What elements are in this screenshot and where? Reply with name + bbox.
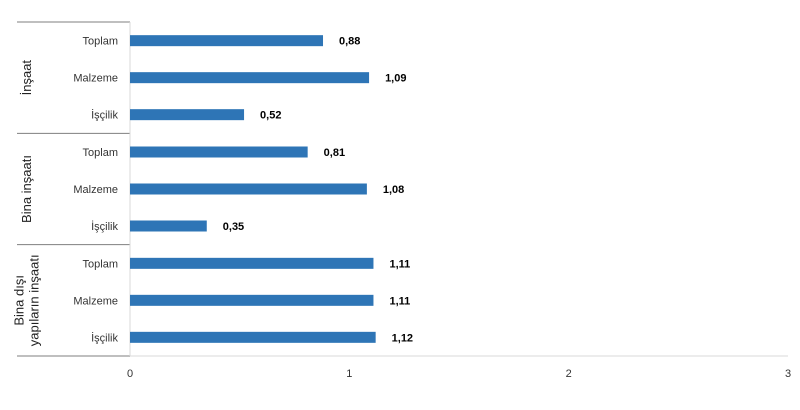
category-label: Malzeme xyxy=(73,295,118,307)
data-label: 1,09 xyxy=(385,73,406,85)
bar xyxy=(130,146,308,158)
data-label: 1,11 xyxy=(389,295,410,307)
category-label: İşçilik xyxy=(91,109,118,122)
category-label: İşçilik xyxy=(91,331,118,344)
bar xyxy=(130,220,207,232)
bar xyxy=(130,35,324,47)
group-label: İnşaat xyxy=(19,60,34,96)
category-label: Toplam xyxy=(83,36,118,48)
bar xyxy=(130,72,370,84)
group-label: Bina dışıyapıların inşaatı xyxy=(12,254,42,346)
bar xyxy=(130,257,374,269)
x-tick-label: 2 xyxy=(566,368,572,380)
data-label: 0,88 xyxy=(339,36,360,48)
x-tick-label: 3 xyxy=(785,368,791,380)
bar xyxy=(130,331,376,343)
data-label: 1,11 xyxy=(389,258,410,270)
category-label: İşçilik xyxy=(91,220,118,233)
bar xyxy=(130,294,374,306)
data-label: 1,12 xyxy=(392,332,413,344)
category-label: Malzeme xyxy=(73,184,118,196)
x-tick-label: 0 xyxy=(127,368,133,380)
group-label: Bina inşaatı xyxy=(19,155,34,223)
category-label: Toplam xyxy=(83,147,118,159)
data-label: 0,52 xyxy=(260,110,281,122)
bar xyxy=(130,183,367,195)
data-label: 1,08 xyxy=(383,184,404,196)
category-label: Toplam xyxy=(83,258,118,270)
category-label: Malzeme xyxy=(73,73,118,85)
data-label: 0,81 xyxy=(324,147,345,159)
data-label: 0,35 xyxy=(223,221,244,233)
bar xyxy=(130,109,245,121)
x-tick-label: 1 xyxy=(346,368,352,380)
